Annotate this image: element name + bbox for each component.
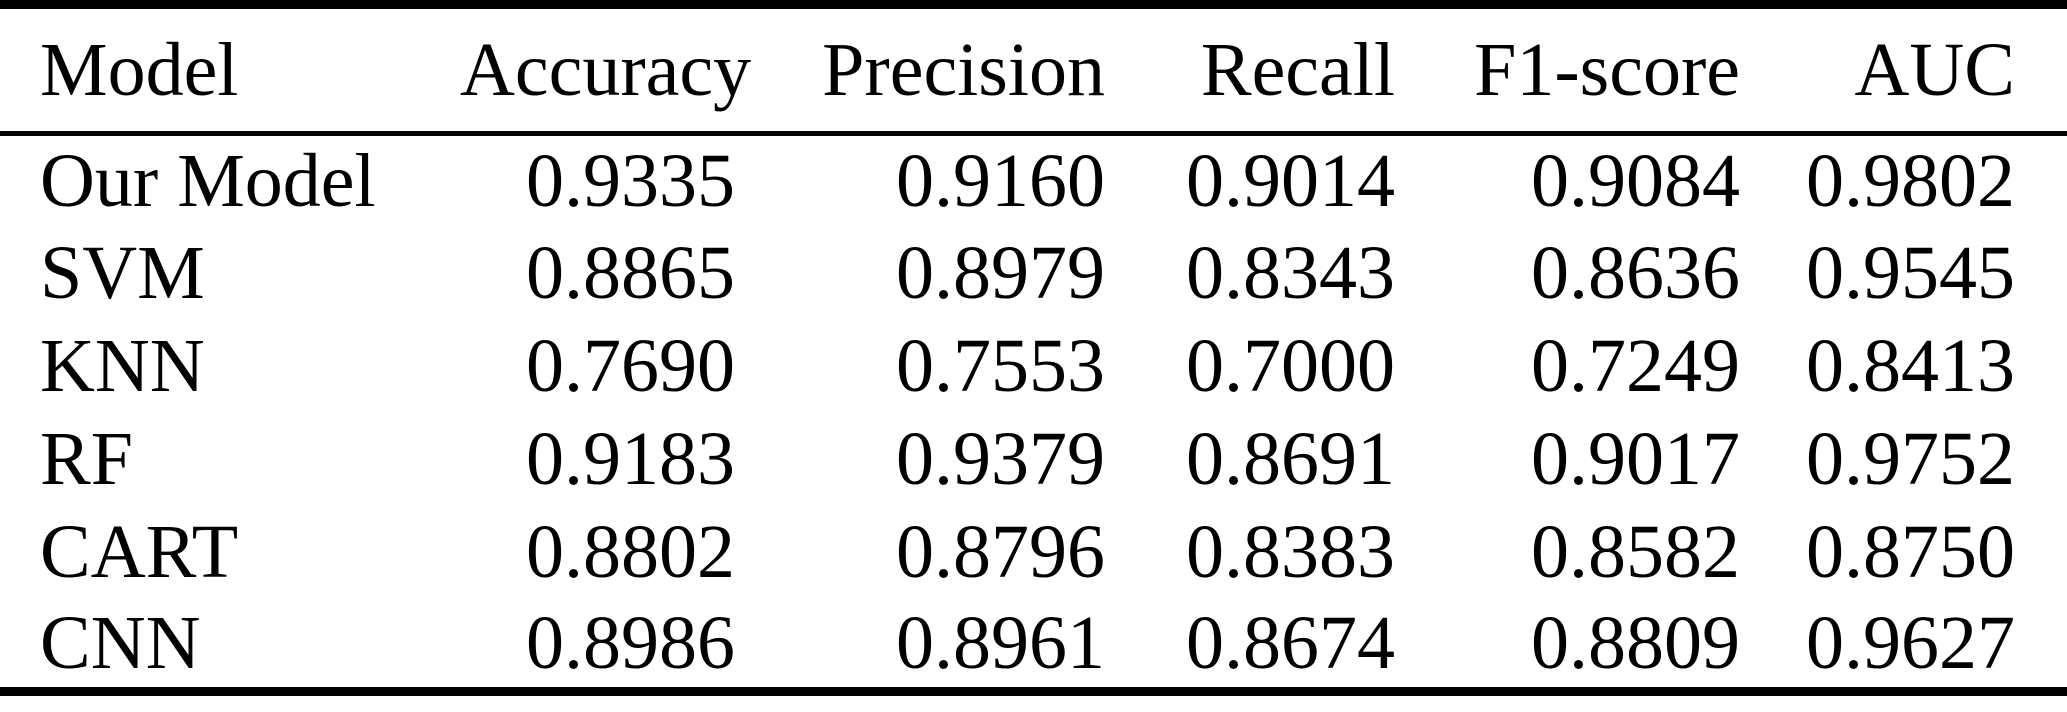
- table-row-rf: RF 0.9183 0.9379 0.8691 0.9017 0.9752: [0, 413, 2067, 506]
- recall-value-cell: 0.8343: [1186, 231, 1395, 315]
- model-name-cell: CNN: [40, 600, 201, 685]
- header-cell-recall: Recall: [1105, 4, 1395, 136]
- auc-value-cell: 0.9627: [1806, 600, 2015, 685]
- precision-value-cell: 0.9160: [896, 139, 1105, 224]
- model-name-cell: CART: [40, 510, 239, 594]
- precision-value-cell: 0.9379: [896, 417, 1105, 501]
- table-row-our-model: Our Model 0.9335 0.9160 0.9014 0.9084 0.…: [0, 134, 2067, 227]
- table-row-knn: KNN 0.7690 0.7553 0.7000 0.7249 0.8413: [0, 320, 2067, 413]
- auc-value-cell: 0.8750: [1806, 510, 2015, 594]
- auc-value-cell: 0.9752: [1806, 417, 2015, 501]
- accuracy-value-cell: 0.8986: [526, 600, 735, 685]
- recall-value-cell: 0.8691: [1186, 417, 1395, 501]
- accuracy-value-cell: 0.9183: [526, 417, 735, 501]
- recall-value-cell: 0.7000: [1186, 324, 1395, 408]
- model-name-cell: RF: [40, 417, 133, 501]
- table-row-cnn: CNN 0.8986 0.8961 0.8674 0.8809 0.9627: [0, 599, 2067, 692]
- precision-value-cell: 0.8979: [896, 231, 1105, 315]
- precision-value-cell: 0.8961: [896, 600, 1105, 685]
- accuracy-value-cell: 0.8802: [526, 510, 735, 594]
- recall-value-cell: 0.8674: [1186, 600, 1395, 685]
- accuracy-value-cell: 0.8865: [526, 231, 735, 315]
- accuracy-value-cell: 0.9335: [526, 139, 735, 224]
- precision-value-cell: 0.7553: [896, 324, 1105, 408]
- table-row-cart: CART 0.8802 0.8796 0.8383 0.8582 0.8750: [0, 506, 2067, 599]
- header-cell-f1-score: F1-score: [1395, 4, 1740, 136]
- auc-value-cell: 0.9802: [1806, 139, 2015, 224]
- precision-value-cell: 0.8796: [896, 510, 1105, 594]
- f1-score-value-cell: 0.8636: [1531, 231, 1740, 315]
- header-cell-auc: AUC: [1740, 4, 2067, 136]
- model-name-cell: KNN: [40, 324, 205, 408]
- auc-value-cell: 0.9545: [1806, 231, 2015, 315]
- recall-value-cell: 0.9014: [1186, 139, 1395, 224]
- header-cell-model: Model: [0, 4, 460, 136]
- recall-value-cell: 0.8383: [1186, 510, 1395, 594]
- f1-score-value-cell: 0.8582: [1531, 510, 1740, 594]
- auc-value-cell: 0.8413: [1806, 324, 2015, 408]
- table-row-svm: SVM 0.8865 0.8979 0.8343 0.8636 0.9545: [0, 227, 2067, 320]
- model-name-cell: SVM: [40, 231, 205, 315]
- f1-score-value-cell: 0.9017: [1531, 417, 1740, 501]
- f1-score-value-cell: 0.7249: [1531, 324, 1740, 408]
- table-header-row: Model Accuracy Precision Recall F1-score…: [0, 4, 2067, 136]
- f1-score-value-cell: 0.8809: [1531, 600, 1740, 685]
- model-comparison-table: Model Accuracy Precision Recall F1-score…: [0, 0, 2067, 696]
- f1-score-value-cell: 0.9084: [1531, 139, 1740, 224]
- accuracy-value-cell: 0.7690: [526, 324, 735, 408]
- header-cell-accuracy: Accuracy: [460, 4, 751, 136]
- model-name-cell: Our Model: [40, 139, 376, 224]
- header-cell-precision: Precision: [735, 4, 1105, 136]
